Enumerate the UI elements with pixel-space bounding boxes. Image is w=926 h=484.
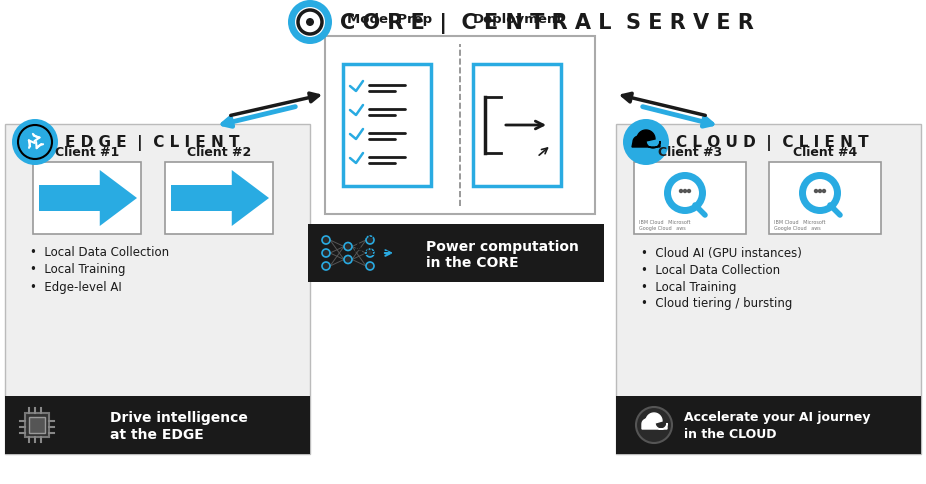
Circle shape xyxy=(18,126,52,160)
Circle shape xyxy=(818,189,822,194)
Circle shape xyxy=(344,256,352,264)
Text: Model Prep: Model Prep xyxy=(347,14,432,27)
Bar xyxy=(5,396,310,454)
Bar xyxy=(39,186,100,211)
Bar xyxy=(473,65,561,187)
Text: IBM Cloud   Microsoft: IBM Cloud Microsoft xyxy=(774,219,825,224)
Circle shape xyxy=(344,243,352,251)
Polygon shape xyxy=(100,171,137,227)
Text: at the EDGE: at the EDGE xyxy=(110,427,204,441)
Circle shape xyxy=(322,237,330,244)
Bar xyxy=(33,163,141,235)
Polygon shape xyxy=(642,413,667,429)
Circle shape xyxy=(679,189,683,194)
Circle shape xyxy=(806,180,834,208)
Text: •  Model: • Model xyxy=(343,228,393,241)
Circle shape xyxy=(306,19,314,27)
Text: Google Cloud   aws: Google Cloud aws xyxy=(774,226,820,231)
Text: in the CORE: in the CORE xyxy=(426,256,519,270)
Text: Accelerate your AI journey: Accelerate your AI journey xyxy=(684,410,870,424)
Text: Client #2: Client #2 xyxy=(187,146,251,159)
Text: Google Cloud   aws: Google Cloud aws xyxy=(639,226,686,231)
Circle shape xyxy=(814,189,819,194)
Circle shape xyxy=(636,407,672,443)
Polygon shape xyxy=(232,171,269,227)
Text: E D G E  |  C L I E N T: E D G E | C L I E N T xyxy=(65,135,240,151)
Circle shape xyxy=(623,120,669,166)
Text: •  Edge-level AI: • Edge-level AI xyxy=(30,280,121,293)
Text: Client #3: Client #3 xyxy=(658,146,722,159)
Text: •  Cloud tiering / bursting: • Cloud tiering / bursting xyxy=(641,297,793,310)
Text: •  Local Training: • Local Training xyxy=(641,280,736,293)
Bar xyxy=(29,417,45,433)
Text: •  Local Data Collection: • Local Data Collection xyxy=(641,263,780,276)
Circle shape xyxy=(821,189,826,194)
Bar xyxy=(5,125,310,454)
Polygon shape xyxy=(632,131,660,149)
Circle shape xyxy=(298,11,322,35)
Text: •  Deployment: • Deployment xyxy=(473,226,559,239)
Bar xyxy=(769,163,881,235)
Bar xyxy=(634,163,746,235)
Circle shape xyxy=(799,173,841,214)
Text: Client #1: Client #1 xyxy=(55,146,119,159)
Circle shape xyxy=(366,249,374,257)
Circle shape xyxy=(671,180,699,208)
Text: •  Local Training: • Local Training xyxy=(30,263,126,276)
Text: Deployment: Deployment xyxy=(473,14,564,27)
Text: IBM Cloud   Microsoft: IBM Cloud Microsoft xyxy=(639,219,691,224)
Circle shape xyxy=(682,189,687,194)
Bar xyxy=(308,225,604,283)
Text: •  Cloud AI (GPU instances): • Cloud AI (GPU instances) xyxy=(641,246,802,259)
Text: Power computation: Power computation xyxy=(426,240,579,254)
Bar xyxy=(25,413,49,437)
Circle shape xyxy=(295,8,325,38)
Text: Client #4: Client #4 xyxy=(793,146,857,159)
Circle shape xyxy=(12,120,58,166)
Text: Aggregation: Aggregation xyxy=(343,242,427,255)
Bar xyxy=(616,396,921,454)
Bar xyxy=(171,186,232,211)
Text: in the CLOUD: in the CLOUD xyxy=(684,428,777,440)
Circle shape xyxy=(322,262,330,271)
Circle shape xyxy=(322,249,330,257)
Bar xyxy=(616,125,921,454)
Text: C L O U D  |  C L I E N T: C L O U D | C L I E N T xyxy=(676,135,869,151)
Bar xyxy=(343,65,431,187)
Text: C O R E  |  C E N T R A L  S E R V E R: C O R E | C E N T R A L S E R V E R xyxy=(340,13,754,33)
Circle shape xyxy=(366,262,374,271)
Text: •  Model Serving: • Model Serving xyxy=(473,241,571,254)
Bar xyxy=(165,163,273,235)
Circle shape xyxy=(687,189,691,194)
Text: •  Local Data Collection: • Local Data Collection xyxy=(30,246,169,259)
Circle shape xyxy=(664,173,706,214)
Bar xyxy=(325,37,595,214)
Circle shape xyxy=(288,1,332,45)
Circle shape xyxy=(366,237,374,244)
Text: Drive intelligence: Drive intelligence xyxy=(110,410,248,424)
